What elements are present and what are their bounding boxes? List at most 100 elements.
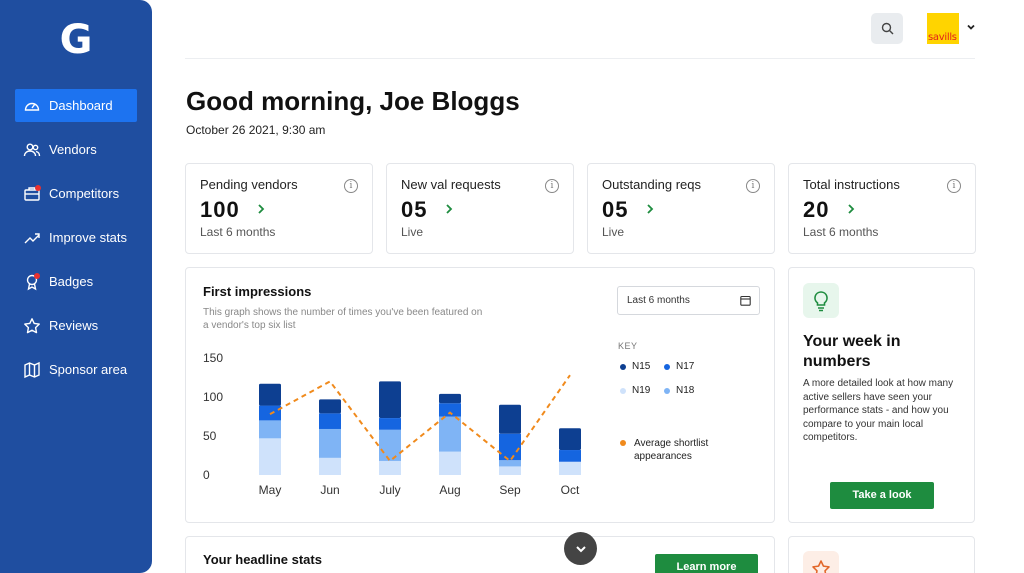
brand-logo-text: savills bbox=[928, 32, 957, 43]
users-icon bbox=[23, 141, 41, 159]
legend-swatch bbox=[664, 363, 670, 370]
info-icon[interactable]: i bbox=[947, 179, 961, 193]
legend-swatch bbox=[620, 440, 626, 446]
sidebar-item-label: Improve stats bbox=[49, 230, 128, 245]
sidebar-item-competitors[interactable]: Competitors bbox=[15, 177, 137, 210]
legend-item-n17: N17 bbox=[664, 361, 694, 372]
search-button[interactable] bbox=[871, 13, 903, 44]
stat-title: New val requests bbox=[401, 177, 501, 192]
bar-segment-n18 bbox=[559, 461, 581, 475]
stat-subtitle: Last 6 months bbox=[200, 225, 276, 239]
sidebar-item-label: Competitors bbox=[49, 186, 120, 201]
x-tick-label: Aug bbox=[439, 483, 460, 497]
legend-key-label: KEY bbox=[618, 341, 638, 351]
stat-title: Total instructions bbox=[803, 177, 900, 192]
star-icon bbox=[803, 551, 839, 573]
stat-card-outstanding-reqs[interactable]: Outstanding reqs i 05 Live bbox=[587, 163, 775, 254]
legend-item-n18: N18 bbox=[664, 385, 694, 396]
chevron-right-icon bbox=[848, 204, 855, 214]
week-description: A more detailed look at how many active … bbox=[803, 378, 954, 443]
bar-segment-n19 bbox=[499, 460, 521, 467]
average-line bbox=[269, 374, 571, 463]
bar-segment-n17 bbox=[319, 413, 341, 429]
bar-segment-n17 bbox=[379, 418, 401, 430]
notification-dot bbox=[34, 272, 40, 279]
bar-segment-n18 bbox=[499, 466, 521, 475]
trending-up-icon bbox=[23, 229, 41, 247]
stat-value: 20 bbox=[803, 197, 830, 222]
bar-segment-n17 bbox=[439, 403, 461, 417]
gauge-icon bbox=[23, 97, 41, 115]
sidebar-item-sponsor-area[interactable]: Sponsor area bbox=[15, 353, 137, 386]
sidebar-item-label: Dashboard bbox=[49, 98, 113, 113]
star-icon bbox=[23, 317, 41, 335]
sidebar-item-vendors[interactable]: Vendors bbox=[15, 133, 137, 166]
take-a-look-button[interactable]: Take a look bbox=[830, 482, 934, 509]
app-logo[interactable]: G bbox=[59, 17, 93, 63]
calendar-icon bbox=[740, 295, 751, 306]
bar-segment-n19 bbox=[259, 420, 281, 439]
stat-subtitle: Live bbox=[401, 225, 424, 239]
page-title: Good morning, Joe Bloggs bbox=[186, 86, 520, 116]
bar-segment-n18 bbox=[379, 460, 401, 475]
stat-card-new-val-requests[interactable]: New val requests i 05 Live bbox=[386, 163, 574, 254]
legend-label: Average shortlist appearances bbox=[634, 438, 709, 462]
brand-logo[interactable]: savills bbox=[927, 13, 959, 44]
header-divider bbox=[185, 58, 975, 59]
bar-segment-n15 bbox=[259, 383, 281, 406]
legend-swatch bbox=[620, 387, 626, 394]
chart-description: This graph shows the number of times you… bbox=[203, 307, 483, 331]
chevron-right-icon bbox=[647, 204, 654, 214]
period-select[interactable]: Last 6 months bbox=[617, 286, 760, 315]
x-tick-label: Oct bbox=[561, 483, 580, 497]
stat-card-pending-vendors[interactable]: Pending vendors i 100 Last 6 months bbox=[185, 163, 373, 254]
scroll-down-button[interactable] bbox=[564, 532, 597, 565]
info-icon[interactable]: i bbox=[344, 179, 358, 193]
legend-label: N17 bbox=[676, 361, 695, 372]
x-tick-label: Sep bbox=[499, 483, 521, 497]
legend-item-n19: N19 bbox=[620, 385, 650, 396]
sidebar-item-label: Vendors bbox=[49, 142, 97, 157]
x-tick-label: Jun bbox=[320, 483, 339, 497]
info-icon[interactable]: i bbox=[746, 179, 760, 193]
y-tick-label: 150 bbox=[203, 351, 223, 365]
bar-segment-n15 bbox=[559, 428, 581, 451]
sidebar-item-dashboard[interactable]: Dashboard bbox=[15, 89, 137, 122]
bar-segment-n17 bbox=[259, 405, 281, 421]
bar-segment-n18 bbox=[259, 438, 281, 475]
sidebar-item-improve-stats[interactable]: Improve stats bbox=[15, 221, 137, 254]
first-impressions-card: First impressions This graph shows the n… bbox=[185, 267, 775, 523]
sidebar-item-badges[interactable]: Badges bbox=[15, 265, 137, 298]
legend-label: N18 bbox=[676, 385, 695, 396]
first-impressions-chart: 0 50 100 150 May Jun July Aug Sep Oct bbox=[203, 351, 581, 497]
stat-card-total-instructions[interactable]: Total instructions i 20 Last 6 months bbox=[788, 163, 976, 254]
week-in-numbers-card: Your week in numbers A more detailed loo… bbox=[788, 267, 975, 523]
learn-more-button[interactable]: Learn more bbox=[655, 554, 758, 573]
bar-segment-n15 bbox=[499, 404, 521, 434]
stat-value: 05 bbox=[401, 197, 428, 222]
y-tick-label: 100 bbox=[203, 390, 223, 404]
sidebar-item-label: Sponsor area bbox=[49, 362, 128, 377]
sidebar-item-reviews[interactable]: Reviews bbox=[15, 309, 137, 342]
search-icon bbox=[881, 22, 893, 35]
bar-segment-n15 bbox=[439, 393, 461, 404]
bar-segment-n19 bbox=[439, 416, 461, 452]
info-icon[interactable]: i bbox=[545, 179, 559, 193]
bar-segment-n17 bbox=[559, 450, 581, 462]
legend-label: N15 bbox=[632, 361, 651, 372]
chevron-down-icon[interactable] bbox=[966, 22, 976, 32]
date-time: October 26 2021, 9:30 am bbox=[186, 123, 326, 137]
legend-label: N19 bbox=[632, 385, 651, 396]
legend-swatch bbox=[664, 387, 670, 394]
chart-title: First impressions bbox=[203, 284, 312, 299]
map-icon bbox=[23, 361, 41, 379]
stat-value: 05 bbox=[602, 197, 629, 222]
sidebar: G Dashboard Vendors Competitors Improve … bbox=[0, 0, 152, 573]
notification-dot bbox=[35, 184, 41, 191]
stat-title: Outstanding reqs bbox=[602, 177, 702, 192]
legend-swatch bbox=[620, 363, 626, 370]
headline-title: Your headline stats bbox=[203, 552, 322, 567]
bar-segment-n18 bbox=[439, 451, 461, 475]
period-select-value: Last 6 months bbox=[627, 295, 690, 306]
bar-segment-n19 bbox=[379, 429, 401, 461]
